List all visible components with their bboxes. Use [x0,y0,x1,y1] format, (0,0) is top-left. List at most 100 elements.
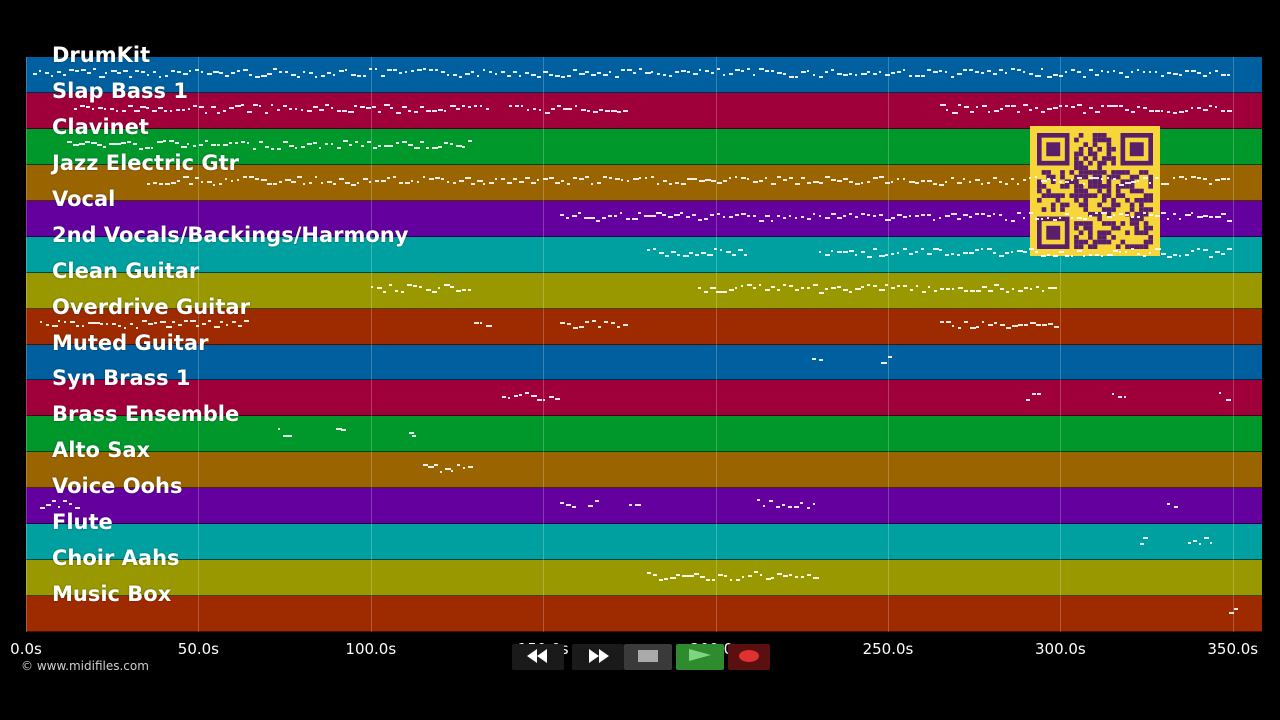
midi-note [1202,178,1207,181]
midi-note [1190,175,1197,178]
midi-note [410,179,413,182]
midi-note [1172,73,1179,76]
midi-note [1022,70,1026,73]
midi-note [890,181,893,184]
rewind-button[interactable] [512,644,564,670]
midi-note [330,142,334,145]
midi-note [1208,105,1212,108]
midi-note [525,391,529,394]
midi-note [428,177,434,180]
midi-note [158,75,162,78]
play-button[interactable] [676,644,724,670]
midi-note [86,71,92,74]
midi-note [1076,216,1083,219]
midi-note [572,176,577,179]
midi-note [1125,109,1130,112]
midi-note [884,74,891,77]
midi-note [1034,75,1041,78]
midi-note [566,74,572,77]
midi-note [482,182,485,185]
midi-note [1193,540,1198,543]
midi-note [422,68,426,71]
midi-note [737,248,743,251]
midi-note [800,71,806,74]
track-label: Alto Sax [52,438,151,463]
midi-note [992,73,998,76]
midi-note [842,250,848,253]
copyright-text: © www.midifiles.com [21,659,149,673]
midi-note [1139,542,1145,545]
midi-note [348,111,355,114]
midi-note [652,574,657,577]
midi-note [1166,217,1169,220]
midi-note [110,69,117,72]
midi-note [701,251,706,254]
midi-note [260,178,267,181]
track-label: Jazz Electric Gtr [52,150,239,175]
midi-note [438,146,442,149]
midi-note [1113,104,1119,107]
midi-note [110,108,114,111]
midi-note [729,578,733,581]
midi-note [884,219,891,222]
track-lane [26,560,1262,597]
midi-note [1004,71,1007,74]
midi-note [993,283,1000,286]
midi-note [1214,251,1221,254]
midi-note [668,215,674,218]
midi-note [93,322,100,325]
midi-note [1208,255,1214,258]
midi-note [1178,74,1183,76]
midi-note [199,105,204,108]
midi-note [276,147,281,150]
midi-note [867,284,870,287]
midi-note [854,253,858,256]
midi-note [1089,107,1093,110]
stop-button[interactable] [624,644,672,670]
midi-note [121,142,126,144]
midi-note [638,177,642,180]
midi-note [1040,217,1043,220]
midi-note [1202,75,1207,78]
midi-note [550,108,555,111]
midi-note [259,105,262,108]
midi-note [1178,176,1184,179]
midi-note [450,143,454,146]
midi-note [1094,73,1100,76]
midi-note [73,144,79,146]
midi-note [396,142,399,145]
midi-note [1225,399,1232,402]
midi-note [812,180,819,183]
midi-note [171,321,175,324]
midi-note [710,72,715,75]
midi-note [758,68,765,71]
midi-note [854,73,858,76]
midi-note [193,104,197,107]
midi-note [85,141,90,144]
midi-note [908,253,913,256]
record-button[interactable] [728,644,770,670]
record-icon [738,648,760,667]
midi-note [579,325,585,328]
midi-note [787,505,792,508]
midi-note [422,463,429,466]
midi-note [224,74,229,77]
midi-note [222,144,228,147]
midi-note [794,183,800,186]
midi-note [843,289,849,292]
midi-note [1172,212,1176,215]
fast-forward-button[interactable] [572,644,624,670]
midi-note [599,109,603,112]
midi-note [692,214,696,216]
midi-note [670,251,677,254]
midi-note [434,177,441,180]
track-label: Brass Ensemble [52,402,240,427]
midi-note [360,145,365,148]
midi-note [1101,105,1105,108]
midi-note [1196,177,1202,180]
midi-note [590,217,595,220]
midi-note [1034,218,1039,221]
midi-note [284,71,288,74]
midi-note [915,284,918,287]
midi-note [520,105,524,108]
